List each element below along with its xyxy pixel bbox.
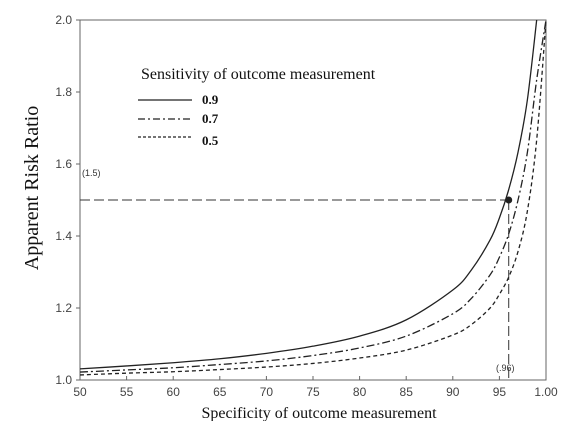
annotation-guides	[80, 196, 513, 380]
series-line-0.9	[79, 19, 538, 370]
legend-label-0.5: 0.5	[202, 133, 219, 148]
x-tick-label: 95	[493, 385, 507, 399]
x-tick-label: 90	[446, 385, 460, 399]
y-tick-label: 2.0	[55, 13, 72, 27]
y-axis-label: Apparent Risk Ratio	[21, 106, 43, 270]
x-tick-label: 75	[306, 385, 320, 399]
y-axis-ticks: 1.0 1.2 1.4 1.6 1.8 2.0	[55, 13, 80, 387]
x-tick-label: 80	[353, 385, 367, 399]
y-tick-label: 1.6	[55, 157, 72, 171]
annotation-y-label: (1.5)	[82, 168, 101, 178]
series-line-0.5	[79, 19, 547, 376]
annotation-point	[505, 196, 513, 204]
y-tick-label: 1.8	[55, 85, 72, 99]
y-tick-label: 1.4	[55, 229, 72, 243]
annotation-x-label: (.96)	[496, 363, 515, 373]
x-tick-label: 50	[73, 385, 87, 399]
y-tick-label: 1.2	[55, 301, 72, 315]
x-tick-label: 85	[400, 385, 414, 399]
x-axis-ticks: 50 55 60 65 70 75 80 85 90 95 1.00	[73, 376, 558, 399]
series-lines	[79, 19, 547, 376]
legend-label-0.9: 0.9	[202, 92, 219, 107]
x-tick-label: 1.00	[534, 385, 558, 399]
x-tick-label: 55	[120, 385, 134, 399]
series-line-0.7	[79, 19, 547, 373]
x-tick-label: 65	[213, 385, 227, 399]
legend-title: Sensitivity of outcome measurement	[141, 66, 376, 83]
y-tick-label: 1.0	[55, 373, 72, 387]
x-tick-label: 70	[260, 385, 274, 399]
x-axis-label: Specificity of outcome measurement	[201, 405, 437, 421]
legend-label-0.7: 0.7	[202, 111, 219, 126]
x-tick-label: 60	[167, 385, 181, 399]
legend: Sensitivity of outcome measurement 0.9 0…	[138, 66, 376, 148]
